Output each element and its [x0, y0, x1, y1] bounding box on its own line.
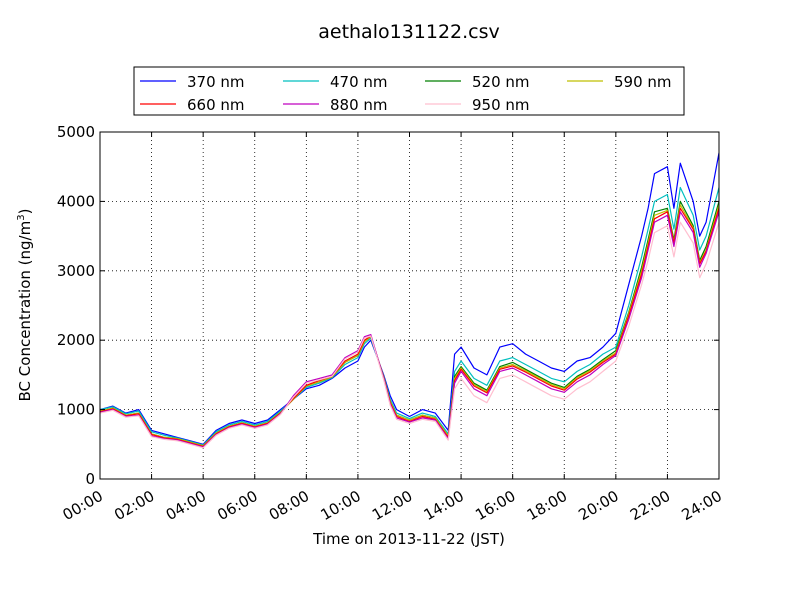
x-tick-label: 14:00 [421, 487, 467, 524]
y-axis-label-superscript: 3 [16, 214, 27, 220]
legend-label: 590 nm [614, 73, 672, 91]
legend-items: 370 nm 470 nm 520 nm 590 nm 660 nm 880 nm 950 … [140, 73, 672, 114]
x-tick-label: 08:00 [266, 487, 312, 524]
legend-label: 880 nm [330, 96, 388, 114]
x-tick-label: 10:00 [317, 487, 363, 524]
y-axis-label-main: BC Concentration (ng/m [16, 221, 34, 402]
y-axis-label-end: ) [16, 209, 34, 215]
series-line-470-nm [100, 186, 719, 446]
legend-label: 660 nm [187, 96, 245, 114]
x-axis-label: Time on 2013-11-22 (JST) [312, 530, 505, 548]
axis-ticks [99, 131, 720, 480]
grid-lines [100, 132, 719, 479]
y-axis-label: BC Concentration (ng/m3) [16, 209, 34, 402]
series-line-880-nm [100, 211, 719, 448]
legend-box [133, 66, 685, 116]
series-line-660-nm [100, 207, 719, 447]
series-line-590-nm [100, 204, 719, 447]
x-tick-label: 20:00 [575, 487, 621, 524]
x-tick-label: 24:00 [679, 487, 725, 524]
y-tick-label: 1000 [57, 401, 95, 419]
x-tick-label: 16:00 [472, 487, 518, 524]
legend-label: 370 nm [187, 73, 245, 91]
x-tick-label: 02:00 [111, 487, 157, 524]
x-tick-label: 18:00 [524, 487, 570, 524]
y-tick-label: 0 [85, 470, 95, 488]
x-tick-label: 12:00 [369, 487, 415, 524]
x-tick-label: 04:00 [163, 487, 209, 524]
chart-title: aethalo131122.csv [318, 21, 500, 43]
x-tick-label: 06:00 [214, 487, 260, 524]
y-tick-label: 5000 [57, 123, 95, 141]
series-lines [100, 152, 719, 449]
legend-label: 470 nm [330, 73, 388, 91]
series-line-370-nm [100, 152, 719, 445]
legend-label: 520 nm [472, 73, 530, 91]
y-tick-label: 3000 [57, 262, 95, 280]
x-tick-label: 00:00 [60, 487, 106, 524]
x-tick-label: 22:00 [627, 487, 673, 524]
x-tick-labels: 00:00 02:00 04:00 06:00 08:00 10:00 12:00 14:00… [60, 487, 725, 524]
legend-label: 950 nm [472, 96, 530, 114]
y-tick-label: 2000 [57, 331, 95, 349]
y-tick-label: 4000 [57, 192, 95, 210]
legend: 370 nm 470 nm 520 nm 590 nm 660 nm 880 nm 950 … [133, 66, 685, 116]
series-line-950-nm [100, 221, 719, 449]
y-tick-labels: 0 1000 2000 3000 4000 5000 [57, 123, 95, 488]
